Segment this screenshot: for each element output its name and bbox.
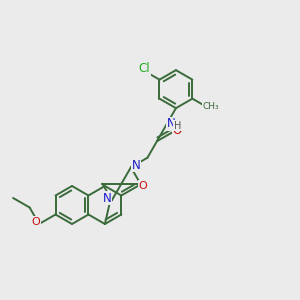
Text: CH₃: CH₃	[202, 102, 219, 111]
Text: N: N	[103, 192, 111, 205]
Text: O: O	[138, 181, 147, 191]
Text: O: O	[32, 217, 40, 227]
Text: H: H	[174, 121, 181, 131]
Text: O: O	[173, 124, 182, 137]
Text: N: N	[131, 159, 140, 172]
Text: N: N	[167, 117, 176, 130]
Text: Cl: Cl	[138, 62, 150, 75]
